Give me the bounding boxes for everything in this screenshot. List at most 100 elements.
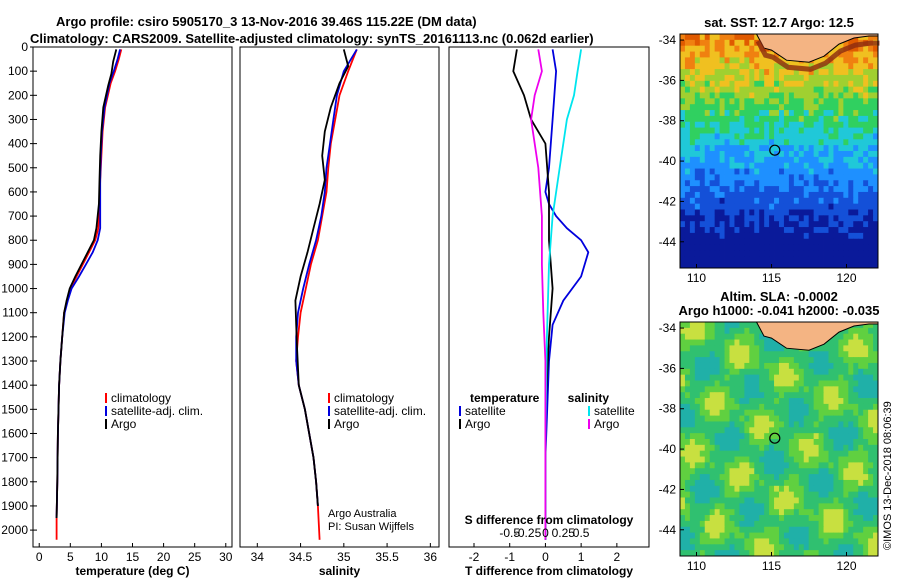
x-tick-label: -2	[469, 550, 480, 564]
legend-label: Argo	[465, 417, 491, 431]
x-tick-label: 1	[578, 550, 585, 564]
lat-tick-label: -42	[659, 482, 677, 496]
y-tick-label: 800	[8, 233, 28, 247]
y-tick-label: 300	[8, 112, 28, 126]
legend-label: Argo	[334, 417, 360, 431]
lat-tick-label: -34	[659, 321, 677, 335]
legend-label: satellite-adj. clim.	[334, 404, 426, 418]
y-tick-label: 900	[8, 257, 28, 271]
shelf-warm-band	[755, 39, 880, 72]
series-line-satellite-adj-clim-	[295, 48, 358, 506]
x-tick-label: 10	[95, 550, 109, 564]
float-position-marker	[769, 432, 781, 444]
x-tick-label: 5	[67, 550, 74, 564]
x-tick-label: 0	[542, 550, 549, 564]
lon-tick-label: 110	[687, 271, 706, 285]
x-tick-label: 34.5	[289, 550, 313, 564]
lat-tick-label: -44	[659, 523, 677, 537]
lon-tick-label: 115	[762, 271, 781, 285]
y-tick-label: 1900	[1, 499, 28, 513]
secondary-tick-label: -0.25	[514, 526, 542, 540]
plot-frame	[448, 46, 650, 548]
y-tick-label: 0	[21, 40, 28, 54]
temperature-panel: 0100200300400500600700800900100011001200…	[1, 40, 232, 578]
lat-tick-label: -40	[659, 442, 677, 456]
difference-panel: -2 -1 0 1 2T difference from climatology -0.5…	[448, 46, 650, 578]
y-tick-label: 1300	[1, 354, 28, 368]
legend-label: satellite	[465, 404, 506, 418]
lon-tick-label: 110	[687, 559, 706, 573]
x-tick-label: 36	[424, 550, 438, 564]
map-frame	[679, 321, 879, 557]
lat-tick-label: -44	[659, 235, 677, 249]
secondary-axis-label: S difference from climatology	[465, 513, 634, 527]
secondary-tick-label: -0.5	[499, 526, 520, 540]
legend-label: satellite-adj. clim.	[111, 404, 203, 418]
y-tick-label: 1200	[1, 330, 28, 344]
y-tick-label: 500	[8, 161, 28, 175]
plot-frame	[239, 46, 440, 548]
x-axis-label: salinity	[319, 564, 361, 578]
y-tick-label: 2000	[1, 523, 28, 537]
series-line-s-argo	[530, 49, 547, 540]
x-tick-label: -1	[504, 550, 515, 564]
secondary-tick-label: 0.25	[552, 526, 576, 540]
map-frame	[679, 33, 879, 269]
secondary-tick-label: 0	[542, 526, 549, 540]
lat-tick-label: -36	[659, 361, 677, 375]
lat-tick-label: -42	[659, 194, 677, 208]
figure-title-line2: Climatology: CARS2009. Satellite-adjuste…	[30, 31, 594, 46]
lat-tick-label: -38	[659, 402, 677, 416]
lat-tick-label: -36	[659, 73, 677, 87]
series-line-argo	[294, 49, 350, 506]
x-tick-label: 2	[614, 550, 621, 564]
x-tick-label: 15	[126, 550, 140, 564]
sla-cells	[680, 322, 879, 557]
annotation-line2: PI: Susan Wijffels	[328, 521, 414, 533]
x-tick-label: 35	[337, 550, 351, 564]
secondary-tick-label: 0.5	[573, 526, 590, 540]
y-tick-label: 1100	[2, 306, 28, 320]
series-line-argo	[55, 49, 118, 519]
float-position-marker	[769, 144, 781, 156]
lon-tick-label: 120	[836, 559, 856, 573]
y-tick-label: 1400	[1, 378, 28, 392]
legend-title-right: salinity	[568, 391, 610, 405]
x-tick-label: 30	[219, 550, 233, 564]
salinity-panel: 34 34.5 35 35.5 36 salinity climatologysatelli…	[239, 46, 440, 578]
lat-tick-label: -34	[659, 33, 677, 47]
x-tick-label: 25	[188, 550, 202, 564]
plot-frame	[32, 46, 233, 548]
copyright-stamp: ©IMOS 13-Dec-2018 08:06:39	[882, 401, 894, 550]
y-tick-label: 1600	[1, 426, 28, 440]
sst-map-title: sat. SST: 12.7 Argo: 12.5	[704, 15, 854, 30]
y-tick-label: 200	[8, 88, 28, 102]
series-line-t-argo	[512, 49, 554, 540]
y-tick-label: 1800	[1, 475, 28, 489]
legend-label: Argo	[111, 417, 137, 431]
legend-label: Argo	[594, 417, 620, 431]
x-tick-label: 34	[251, 550, 265, 564]
sla-map-title: Altim. SLA: -0.0002	[720, 289, 838, 304]
annotation-line1: Argo Australia	[328, 508, 397, 520]
series-line-climatology	[55, 49, 123, 540]
y-tick-label: 1500	[1, 402, 28, 416]
lat-tick-label: -38	[659, 114, 677, 128]
lon-tick-label: 115	[762, 559, 781, 573]
x-tick-label: 0	[36, 550, 43, 564]
x-tick-label: 35.5	[375, 550, 399, 564]
series-line-t-satellite	[544, 49, 590, 540]
lat-tick-label: -40	[659, 154, 677, 168]
legend-label: climatology	[111, 391, 171, 405]
x-axis-label: temperature (deg C)	[75, 564, 189, 578]
legend-title-left: temperature	[470, 391, 540, 405]
x-tick-label: 20	[157, 550, 171, 564]
y-tick-label: 600	[8, 185, 28, 199]
x-axis-label: T difference from climatology	[465, 564, 633, 578]
figure-title-line1: Argo profile: csiro 5905170_3 13-Nov-201…	[56, 14, 477, 29]
legend-label: satellite	[594, 404, 635, 418]
y-tick-label: 400	[8, 137, 28, 151]
legend-label: climatology	[334, 391, 394, 405]
